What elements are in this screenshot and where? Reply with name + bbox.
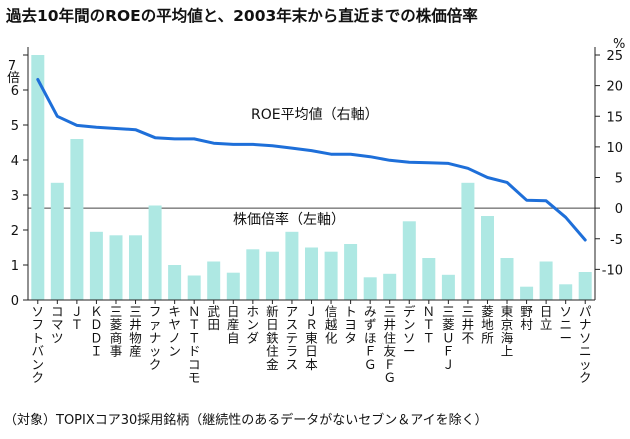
x-tick-label-8: キヤノン (168, 304, 181, 359)
bar-16 (324, 251, 338, 300)
bar-26 (520, 286, 534, 300)
roe-series-label: ROE平均値（右軸） (251, 107, 379, 123)
x-tick-label-19: 三井住友ＦＧ (383, 304, 396, 385)
bar-22 (441, 274, 455, 300)
bar-1 (31, 55, 45, 300)
x-tick-label-22: 三菱ＵＦＪ (442, 304, 455, 372)
right-tick-label-5: 5 (615, 172, 623, 187)
right-tick-label--10: -10 (602, 263, 623, 278)
bar-17 (344, 244, 358, 300)
x-tick-label-17: トヨタ (344, 304, 357, 345)
bar-18 (363, 277, 377, 301)
left-tick-label-0: 0 (11, 294, 19, 309)
right-tick-label-15: 15 (606, 110, 623, 125)
bar-19 (383, 273, 397, 301)
x-tick-label-27: 日立 (540, 304, 553, 332)
left-tick-label-1: 1 (11, 259, 19, 274)
x-tick-label-23: 三井不 (462, 304, 475, 345)
x-tick-label-4: ＫＤＤＩ (90, 304, 103, 359)
bar-4 (89, 231, 103, 301)
bar-2 (50, 182, 64, 301)
right-tick-label-0: 0 (615, 202, 623, 217)
left-tick-label-3: 3 (11, 189, 19, 204)
roe-line-layer (36, 78, 587, 242)
x-tick-label-15: ＪＲ東日本 (305, 304, 318, 372)
x-tick-label-13: 新日鉄住金 (266, 304, 279, 372)
right-axis-ticks: -10 -5 0 5 10 15 20 25 (595, 49, 623, 278)
bar-12 (246, 249, 260, 301)
x-tick-label-1: ソフトバンク (32, 304, 45, 385)
x-tick-label-24: 菱地所 (481, 304, 494, 345)
bar-7 (148, 205, 162, 300)
bar-27 (539, 261, 553, 300)
x-tick-label-20: デンソー (403, 304, 416, 359)
bar-6 (129, 235, 142, 301)
x-tick-label-9: ＮＴＴドコモ (188, 304, 201, 385)
bar-9 (187, 275, 201, 300)
roe-line (36, 78, 587, 242)
bar-8 (168, 265, 182, 300)
x-tick-label-10: 武田 (207, 304, 220, 332)
bar-23 (461, 182, 475, 301)
right-tick-label-10: 10 (606, 141, 623, 156)
bar-15 (305, 247, 318, 300)
x-tick-label-28: ソニー (559, 304, 572, 345)
x-tick-label-26: 野村 (520, 304, 533, 332)
bar-20 (402, 221, 416, 301)
x-tick-label-2: コマツ (51, 304, 64, 345)
x-tick-label-21: ＮＴＴ (423, 304, 436, 345)
x-tick-label-16: 信越化 (325, 304, 338, 345)
footnote: （対象）TOPIXコア30採用銘柄（継続性のあるデータがないセブン＆アイを除く） (4, 412, 488, 428)
x-tick-label-12: ホンダ (247, 304, 260, 345)
bar-10 (207, 261, 221, 300)
left-axis-unit-label: 倍 (7, 71, 20, 86)
bar-3 (70, 139, 84, 300)
x-tick-label-6: 三井物産 (129, 304, 142, 359)
x-tick-label-29: パナソニック (579, 304, 592, 385)
bar-24 (481, 216, 494, 300)
left-tick-label-4: 4 (11, 154, 19, 169)
bar-25 (500, 258, 514, 300)
left-tick-label-6: 6 (11, 84, 19, 99)
left-axis-ticks: 0 1 2 3 4 5 6 7 (8, 54, 28, 309)
x-tick-label-7: ファナック (149, 304, 162, 372)
bar-11 (226, 272, 240, 300)
bar-5 (109, 235, 123, 301)
left-tick-label-2: 2 (11, 224, 19, 239)
x-tick-label-14: アステラス (286, 304, 299, 372)
right-tick-label--5: -5 (610, 233, 623, 248)
price-ratio-series-label: 株価倍率（左軸） (233, 211, 345, 228)
right-axis-unit-label: % (613, 37, 625, 52)
bar-21 (422, 258, 436, 300)
x-tick-label-18: みずほＦＧ (364, 304, 377, 372)
x-tick-label-25: 東京海上 (501, 304, 514, 359)
bars-layer (31, 55, 592, 301)
bar-28 (559, 284, 573, 301)
x-tick-label-3: ＪＴ (71, 304, 84, 332)
bar-13 (265, 251, 279, 300)
right-tick-label-25: 25 (606, 49, 623, 64)
x-tick-label-5: 三菱商事 (110, 304, 123, 359)
x-tick-label-11: 日産自 (227, 304, 240, 345)
left-tick-label-5: 5 (11, 119, 19, 134)
left-tick-label-7: 7 (8, 59, 16, 74)
chart-title: 過去10年間のROEの平均値と、2003年末から直近までの株価倍率 (5, 6, 478, 25)
bar-14 (285, 231, 299, 301)
bar-29 (578, 272, 592, 300)
right-tick-label-20: 20 (606, 80, 623, 95)
